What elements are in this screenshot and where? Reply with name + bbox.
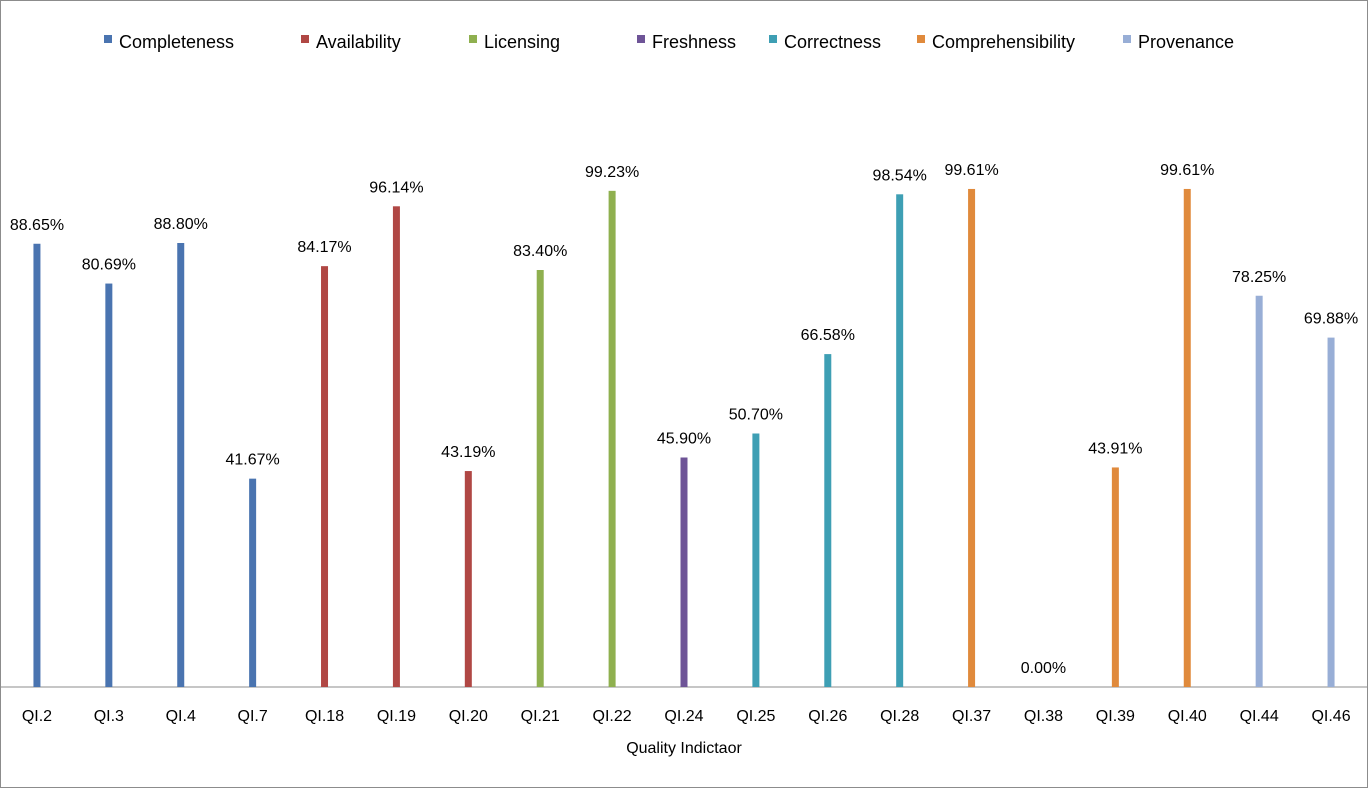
data-label-qi46: 69.88% — [1304, 311, 1358, 328]
data-label-qi21: 83.40% — [513, 243, 567, 260]
x-tick-label-qi19: QI.19 — [377, 708, 416, 725]
x-tick-label-qi39: QI.39 — [1096, 708, 1135, 725]
data-label-qi40: 99.61% — [1160, 162, 1214, 179]
bar-qi3 — [105, 283, 113, 687]
legend-label-availability: Availability — [316, 32, 401, 52]
x-tick-label-qi46: QI.46 — [1311, 708, 1350, 725]
legend-label-freshness: Freshness — [652, 32, 736, 52]
data-label-qi22: 99.23% — [585, 164, 639, 181]
x-tick-labels-group: QI.2 QI.3 QI.4 QI.7 QI.18 QI.19 QI.20 QI.21 QI.2… — [22, 708, 1351, 725]
bar-qi7 — [249, 478, 257, 687]
data-label-qi18: 84.17% — [297, 239, 351, 256]
legend-label-correctness: Correctness — [784, 32, 881, 52]
bar-qi19 — [392, 206, 400, 688]
legend: Completeness Availability Licensing Freshne… — [104, 32, 1234, 52]
legend-label-completeness: Completeness — [119, 32, 234, 52]
legend-swatch-freshness — [637, 35, 645, 43]
x-tick-label-qi18: QI.18 — [305, 708, 344, 725]
legend-swatch-provenance — [1123, 35, 1131, 43]
data-label-qi24: 45.90% — [657, 431, 711, 448]
legend-swatch-comprehensibility — [917, 35, 925, 43]
data-label-qi4: 88.80% — [154, 216, 208, 233]
legend-label-licensing: Licensing — [484, 32, 560, 52]
bar-qi44 — [1255, 295, 1263, 687]
bar-qi28 — [896, 194, 904, 688]
legend-swatch-availability — [301, 35, 309, 43]
bar-qi46 — [1327, 337, 1335, 687]
bar-qi37 — [968, 188, 976, 687]
bar-qi40 — [1183, 188, 1191, 687]
bar-qi2 — [33, 243, 41, 687]
data-label-qi28: 98.54% — [873, 167, 927, 184]
data-label-qi19: 96.14% — [369, 179, 423, 196]
x-tick-label-qi7: QI.7 — [238, 708, 268, 725]
bar-qi4 — [177, 243, 185, 687]
data-label-qi38: 0.00% — [1021, 660, 1066, 677]
x-tick-label-qi20: QI.20 — [449, 708, 488, 725]
legend-swatch-licensing — [469, 35, 477, 43]
x-tick-label-qi22: QI.22 — [593, 708, 632, 725]
bar-qi22 — [608, 190, 616, 687]
x-tick-label-qi28: QI.28 — [880, 708, 919, 725]
data-label-qi39: 43.91% — [1088, 440, 1142, 457]
legend-swatch-correctness — [769, 35, 777, 43]
data-label-qi20: 43.19% — [441, 444, 495, 461]
bar-qi24 — [680, 457, 688, 687]
legend-label-provenance: Provenance — [1138, 32, 1234, 52]
data-label-qi44: 78.25% — [1232, 269, 1286, 286]
data-label-qi7: 41.67% — [225, 452, 279, 469]
x-axis-title: Quality Indictaor — [626, 740, 742, 757]
x-tick-label-qi44: QI.44 — [1240, 708, 1279, 725]
bar-qi25 — [752, 433, 760, 687]
x-tick-label-qi40: QI.40 — [1168, 708, 1207, 725]
data-label-qi3: 80.69% — [82, 257, 136, 274]
x-tick-label-qi2: QI.2 — [22, 708, 52, 725]
x-tick-label-qi25: QI.25 — [736, 708, 775, 725]
x-tick-label-qi37: QI.37 — [952, 708, 991, 725]
bar-qi21 — [536, 270, 544, 687]
legend-label-comprehensibility: Comprehensibility — [932, 32, 1075, 52]
x-tick-label-qi3: QI.3 — [94, 708, 124, 725]
x-tick-label-qi26: QI.26 — [808, 708, 847, 725]
legend-swatch-completeness — [104, 35, 112, 43]
data-label-qi26: 66.58% — [801, 327, 855, 344]
data-label-qi2: 88.65% — [10, 217, 64, 234]
data-labels-group: 88.65% 80.69% 88.80% 41.67% 84.17% 96.14% 43.1… — [10, 162, 1358, 677]
bar-qi26 — [824, 354, 832, 687]
bar-qi39 — [1111, 467, 1119, 687]
bar-qi20 — [464, 471, 472, 687]
x-tick-label-qi24: QI.24 — [664, 708, 703, 725]
x-tick-label-qi21: QI.21 — [521, 708, 560, 725]
bars-group — [33, 188, 1335, 688]
x-tick-label-qi38: QI.38 — [1024, 708, 1063, 725]
data-label-qi37: 99.61% — [944, 162, 998, 179]
bar-qi18 — [321, 266, 329, 687]
x-tick-label-qi4: QI.4 — [166, 708, 196, 725]
data-label-qi25: 50.70% — [729, 407, 783, 424]
